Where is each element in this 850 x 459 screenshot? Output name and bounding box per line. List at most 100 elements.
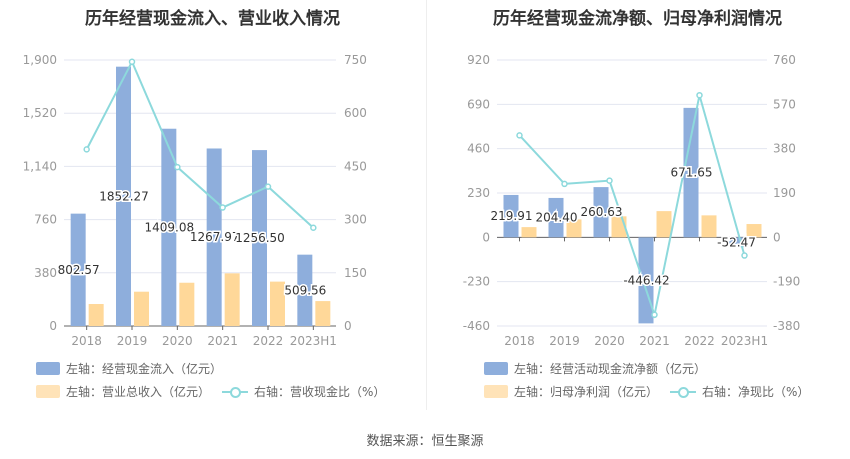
ratio-point	[516, 132, 523, 139]
ratio-point	[83, 146, 90, 153]
x-axis-label: 2019	[117, 334, 148, 348]
ratio-point	[310, 224, 317, 232]
data-source: 数据来源：恒生聚源	[366, 434, 484, 449]
ratio-point	[741, 252, 748, 259]
x-axis-label: 2018	[71, 334, 102, 348]
bar-1-b	[701, 215, 717, 238]
bar-0-a	[116, 66, 131, 327]
legend-inflow[interactable]: 左轴：经营现金流入（亿元）	[36, 360, 222, 377]
left-axis-tick: 460	[467, 142, 490, 156]
left-axis-tick: 690	[467, 97, 490, 111]
bar-0-b	[224, 273, 240, 326]
bar-data-label: 509.56	[284, 283, 326, 297]
left-axis-tick: 380	[34, 266, 57, 280]
legend-label: 左轴：经营活动现金流净额（亿元）	[514, 362, 707, 376]
right-axis-tick: 190	[773, 186, 796, 200]
right-axis-tick: -380	[773, 319, 800, 333]
legend-label: 右轴：净现比（%）	[702, 385, 810, 399]
bar-0-a	[297, 254, 313, 326]
x-axis-label: 2021	[639, 334, 670, 348]
ratio-point	[128, 58, 136, 66]
legend-label: 左轴：经营现金流入（亿元）	[66, 362, 223, 376]
x-axis-label: 2021	[207, 334, 238, 348]
x-axis-label: 2022	[684, 334, 715, 348]
legend-label: 右轴：营收现金比（%）	[254, 385, 386, 399]
bar-data-label: 260.63	[581, 205, 623, 219]
left-axis-tick: 760	[34, 213, 57, 227]
bar-data-label: 1852.27	[99, 189, 149, 203]
bar-1-b	[521, 227, 537, 238]
right-axis-tick: 0	[773, 230, 781, 244]
left-axis-tick: -460	[463, 319, 490, 333]
bar-data-label: 204.40	[536, 211, 578, 225]
divider	[426, 0, 427, 410]
right-axis-tick: 150	[344, 266, 367, 280]
bar-0-b	[88, 304, 104, 326]
left-axis-tick: 230	[467, 186, 490, 200]
bar-1-b	[566, 219, 582, 238]
bar-0-a	[161, 128, 177, 326]
bar-1-a	[683, 107, 699, 238]
ratio-point	[264, 183, 272, 190]
bar-0-a	[70, 213, 86, 326]
bar-data-label: 1267.97	[190, 230, 240, 244]
ratio-point	[561, 180, 568, 188]
right-axis-tick: 760	[773, 53, 796, 67]
left-axis-tick: 1,520	[23, 106, 57, 120]
ratio-point	[696, 91, 703, 99]
x-axis-label: 2020	[162, 334, 193, 348]
left-axis-tick: -230	[463, 275, 490, 289]
bar-data-label: 1409.08	[145, 220, 195, 234]
right-axis-tick: 300	[344, 213, 367, 227]
left-chart-title: 历年经营现金流入、营业收入情况	[85, 9, 340, 29]
bar-1-b	[656, 211, 672, 238]
bar-1-a	[503, 194, 519, 238]
bar-0-a	[252, 150, 267, 326]
bar-0-a	[206, 148, 222, 326]
right-axis-tick: 380	[773, 142, 796, 156]
legend-swatch	[484, 385, 508, 398]
right-axis-tick: 450	[344, 159, 367, 173]
bar-1-a	[728, 237, 744, 248]
left-axis-tick: 1,140	[23, 159, 57, 173]
right-axis-tick: 600	[344, 106, 367, 120]
legend-net-profit[interactable]: 左轴：归母净利润（亿元）	[484, 383, 658, 400]
ratio-point	[219, 204, 226, 211]
bar-1-b	[746, 224, 762, 238]
x-axis-label: 2019	[549, 334, 580, 348]
legend-label: 左轴：营业总收入（亿元）	[66, 385, 211, 399]
legend-revenue[interactable]: 左轴：营业总收入（亿元）	[36, 383, 210, 400]
bar-data-label: -52.47	[717, 235, 756, 249]
bar-1-a	[548, 197, 564, 238]
bar-0-b	[315, 301, 331, 326]
legend-net-cash[interactable]: 左轴：经营活动现金流净额（亿元）	[484, 360, 706, 377]
left-axis-tick: 920	[467, 53, 490, 67]
ratio-line	[518, 94, 746, 319]
ratio-line	[85, 59, 315, 229]
bar-data-label: -446.42	[623, 273, 669, 287]
legend-ratio[interactable]: 右轴：营收现金比（%）	[222, 383, 385, 400]
right-axis-tick: 570	[773, 97, 796, 111]
bar-data-label: 219.91	[491, 209, 533, 223]
right-chart-title: 历年经营现金流净额、归母净利润情况	[493, 9, 782, 29]
x-axis-label: 2023H1	[721, 334, 768, 348]
legend-cash-ratio[interactable]: 右轴：净现比（%）	[670, 383, 809, 400]
bar-1-a	[593, 187, 609, 238]
x-axis-label: 2023H1	[290, 334, 337, 348]
x-axis-label: 2020	[594, 334, 625, 348]
left-axis-tick: 1,900	[23, 53, 57, 67]
bar-0-b	[134, 291, 149, 326]
legend-swatch	[36, 385, 60, 398]
right-axis-tick: 750	[344, 53, 367, 67]
bar-data-label: 802.57	[58, 263, 100, 277]
x-axis-label: 2018	[504, 334, 535, 348]
left-axis-tick: 0	[482, 230, 490, 244]
legend-label: 左轴：归母净利润（亿元）	[514, 385, 659, 399]
ratio-point	[651, 311, 658, 319]
bar-0-b	[179, 282, 195, 326]
x-axis-label: 2022	[253, 334, 284, 348]
left-axis-tick: 0	[49, 319, 57, 333]
bar-data-label: 1256.50	[235, 231, 285, 245]
